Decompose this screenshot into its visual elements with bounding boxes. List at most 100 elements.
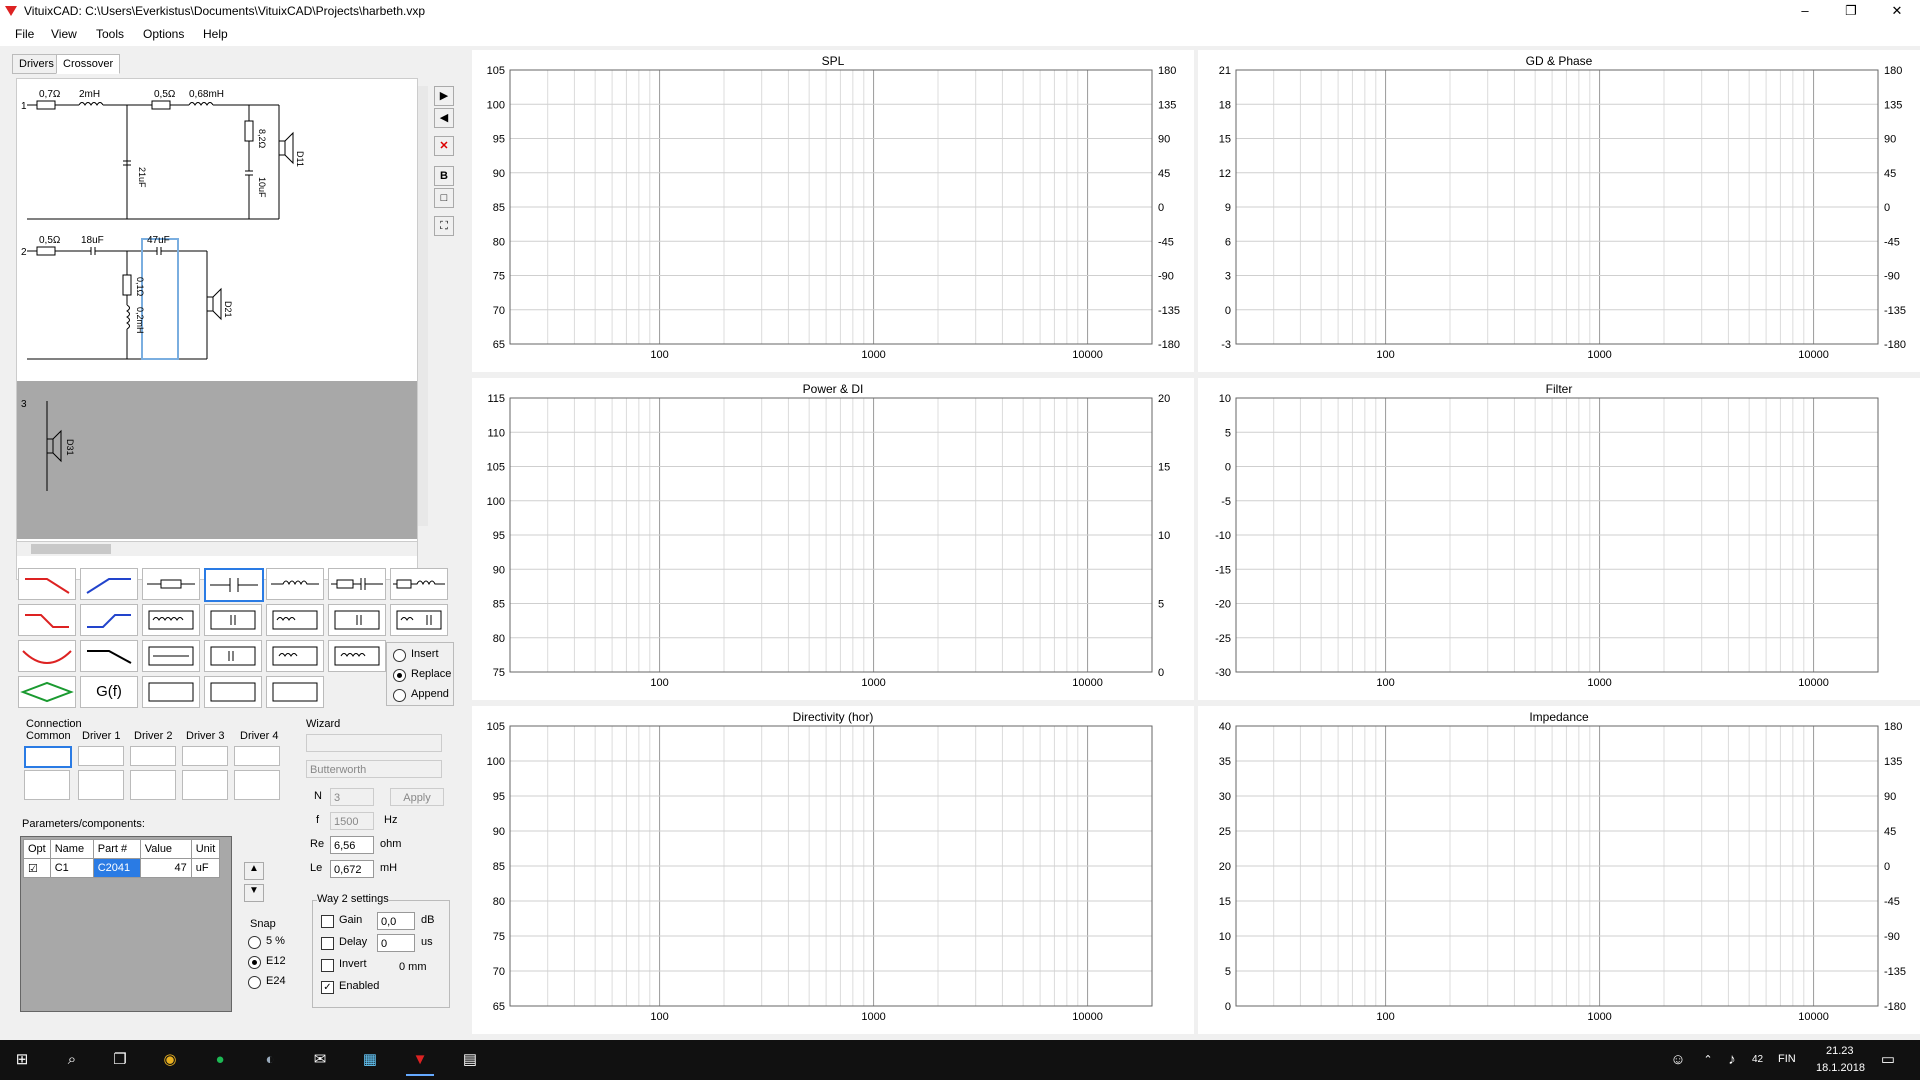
search-icon[interactable]: ⌕ [67,1051,77,1068]
calculator-icon[interactable]: ▤ [462,1051,478,1068]
close-button[interactable]: ✕ [1891,3,1903,18]
connection-driver3-button[interactable] [182,746,228,766]
highpass-shelf-icon[interactable] [80,604,138,636]
language-indicator[interactable]: FIN [1778,1053,1796,1065]
opt-checkbox[interactable]: ☑ [23,858,51,878]
driver1-polarity-icon[interactable] [78,770,124,800]
le-field[interactable]: 0,672 [330,860,374,878]
task-view-icon[interactable]: ❐ [113,1051,127,1068]
tab-drivers[interactable]: Drivers [12,54,61,74]
rlc-ladder-icon[interactable] [266,676,324,708]
highpass-filter-icon[interactable] [80,568,138,600]
f-field[interactable]: 1500 [330,812,374,830]
invert-checkbox[interactable] [321,959,334,972]
directivity-chart[interactable]: 105 100 95 90 85 80 75 70 65 100 1000 10000 [472,706,1194,1034]
connection-driver2-button[interactable] [130,746,176,766]
connection-common-polarity-icon[interactable] [24,770,70,800]
wizard-select[interactable] [306,734,442,752]
volume-icon[interactable]: ♪ [1728,1051,1736,1068]
capacitor-resistor-parallel-icon[interactable] [328,604,386,636]
apply-button[interactable]: Apply [390,788,444,806]
bold-b-icon[interactable]: B [434,166,454,186]
schematic-canvas[interactable]: 1 0,7Ω 2mH 0,5Ω 0,68mH 21uF 8,2Ω 10uF D1… [16,78,418,580]
maximize-button[interactable]: ❐ [1845,3,1857,18]
snap-e24-radio[interactable] [248,976,261,989]
inductor-icon[interactable] [266,568,324,600]
connection-driver1-button[interactable] [78,746,124,766]
delete-icon[interactable]: ✕ [434,136,454,156]
windows-start-icon[interactable]: ⊞ [15,1051,29,1068]
minimize-button[interactable]: – [1801,3,1809,18]
driver3-polarity-icon[interactable] [182,770,228,800]
impedance-chart[interactable]: 40 35 30 25 20 15 10 5 0 180 135 90 45 0 -45 -90 -135 -18… [1198,706,1920,1034]
tray-up-icon[interactable]: ⌃ [1703,1054,1713,1066]
lowpass-shelf-icon[interactable] [18,604,76,636]
lcr-network-icon[interactable] [142,676,200,708]
menu-help[interactable]: Help [203,27,228,41]
n-select[interactable]: 3 [330,788,374,806]
resistor-inductor-series-icon[interactable] [390,568,448,600]
allpass-filter-icon[interactable] [80,640,138,672]
bandpass-filter-icon[interactable] [18,676,76,708]
rlc-trap-icon[interactable] [328,640,386,672]
chrome-icon[interactable]: ◉ [163,1051,177,1068]
schematic-vertical-scrollbar[interactable] [418,86,428,526]
play-right-icon[interactable]: ▶ [434,86,454,106]
replace-radio[interactable] [393,669,406,682]
filter-chart[interactable]: 10 5 0 -5 -10 -15 -20 -25 -30 100 1000 10000 [1198,378,1920,700]
gd-phase-chart[interactable]: 21 18 15 12 9 6 3 0 -3 180 135 90 45 0 -45 -90 -135 -180 1… [1198,50,1920,372]
cell-value[interactable]: 47 [139,858,192,878]
vituixcad-taskbar-icon[interactable]: ▼ [406,1046,434,1076]
menu-view[interactable]: View [51,27,77,41]
spotify-icon[interactable]: ● [215,1051,225,1068]
menu-options[interactable]: Options [143,27,185,41]
connection-common-button[interactable] [24,746,72,768]
rlc-network-icon[interactable] [204,676,262,708]
clock-date[interactable]: 18.1.2018 [1816,1062,1865,1074]
enabled-checkbox[interactable]: ✓ [321,981,334,994]
append-radio[interactable] [393,689,406,702]
mail-icon[interactable]: ✉ [313,1051,327,1068]
square-icon[interactable]: □ [434,188,454,208]
steam-icon[interactable]: ◐ [265,1051,275,1068]
spl-chart[interactable]: 105 100 95 90 85 80 75 70 65 180 135 90 45 0 -45 -90 -13… [472,50,1194,372]
resistor-icon[interactable] [142,568,200,600]
move-up-icon[interactable]: ▲ [244,862,264,880]
way3-disabled-area[interactable]: 3 D31 [17,381,417,539]
cell-part[interactable]: C2041 [92,858,141,878]
driver4-polarity-icon[interactable] [234,770,280,800]
zobel-network-icon[interactable] [142,640,200,672]
capacitor-icon[interactable] [204,568,264,602]
notch-filter-icon[interactable] [18,640,76,672]
delay-field[interactable]: 0 [377,934,415,952]
delay-checkbox[interactable] [321,937,334,950]
filter-type-select[interactable]: Butterworth [306,760,442,778]
snap-e12-radio[interactable] [248,956,261,969]
transfer-function-icon[interactable]: G(f) [80,676,138,708]
driver2-polarity-icon[interactable] [130,770,176,800]
clock-time[interactable]: 21.23 [1826,1045,1854,1057]
rlc-parallel-icon[interactable] [390,604,448,636]
lc-trap-icon[interactable] [204,640,262,672]
schematic-horizontal-scrollbar[interactable] [17,541,417,556]
inductor-resistor-parallel-icon[interactable] [266,604,324,636]
rew-icon[interactable]: ▦ [362,1051,378,1068]
people-icon[interactable]: ☺ [1670,1051,1686,1068]
action-center-icon[interactable]: ▭ [1880,1051,1896,1068]
re-field[interactable]: 6,56 [330,836,374,854]
menu-tools[interactable]: Tools [96,27,125,41]
menu-file[interactable]: File [15,27,35,41]
insert-radio[interactable] [393,649,406,662]
table-row[interactable]: ☑ C1 C2041 47 uF [23,858,221,878]
lc-series-trap-icon[interactable] [266,640,324,672]
move-down-icon[interactable]: ▼ [244,884,264,902]
fullscreen-icon[interactable]: ⛶ [434,216,454,236]
gain-field[interactable]: 0,0 [377,912,415,930]
resistor-inductor-network-icon[interactable] [142,604,200,636]
tab-crossover[interactable]: Crossover [56,54,121,74]
connection-driver4-button[interactable] [234,746,280,766]
play-left-icon[interactable]: ◀ [434,108,454,128]
resistor-capacitor-network-icon[interactable] [204,604,262,636]
gain-checkbox[interactable] [321,915,334,928]
